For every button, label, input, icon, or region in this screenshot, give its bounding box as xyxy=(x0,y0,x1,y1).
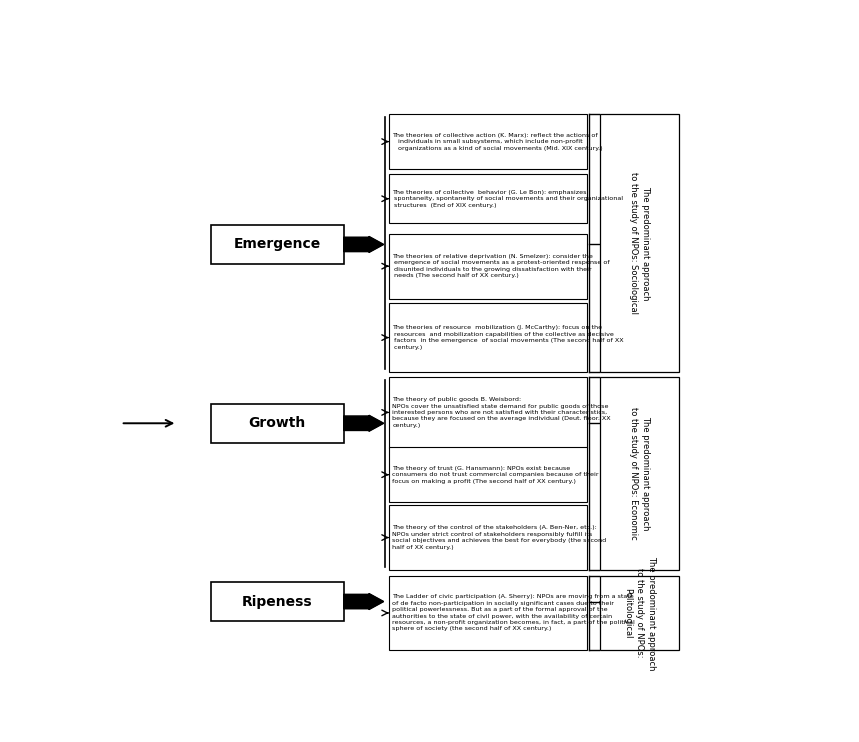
Text: The theories of resource  mobilization (J. McCarthy): focus on the
 resources  a: The theories of resource mobilization (J… xyxy=(393,326,624,349)
Text: The theory of public goods B. Weisbord:
NPOs cover the unsatisfied state demand : The theory of public goods B. Weisbord: … xyxy=(393,397,611,427)
FancyBboxPatch shape xyxy=(389,234,587,299)
FancyBboxPatch shape xyxy=(389,505,587,570)
Text: Emergence: Emergence xyxy=(234,237,320,252)
Text: Growth: Growth xyxy=(248,416,306,430)
FancyBboxPatch shape xyxy=(389,447,587,502)
FancyBboxPatch shape xyxy=(389,114,587,169)
Polygon shape xyxy=(344,237,384,252)
FancyBboxPatch shape xyxy=(600,576,679,650)
FancyBboxPatch shape xyxy=(389,377,587,448)
FancyBboxPatch shape xyxy=(210,225,344,264)
Text: The theory of trust (G. Hansmann): NPOs exist because
consumers do not trust com: The theory of trust (G. Hansmann): NPOs … xyxy=(393,466,599,484)
Polygon shape xyxy=(344,416,384,431)
FancyBboxPatch shape xyxy=(600,377,679,570)
Text: The theories of collective  behavior (G. Le Bon): emphasizes
 spontaneity, spont: The theories of collective behavior (G. … xyxy=(393,190,624,208)
FancyBboxPatch shape xyxy=(210,404,344,443)
FancyBboxPatch shape xyxy=(389,303,587,372)
Text: The predominant approach
to the study of NPOs: Sociological: The predominant approach to the study of… xyxy=(629,172,649,314)
Text: The predominant approach
to the study of NPOs:
Politological: The predominant approach to the study of… xyxy=(623,556,655,670)
Text: Ripeness: Ripeness xyxy=(242,594,313,608)
Text: The theories of collective action (K. Marx): reflect the actions of
   individua: The theories of collective action (K. Ma… xyxy=(393,133,603,151)
FancyBboxPatch shape xyxy=(210,582,344,621)
FancyBboxPatch shape xyxy=(600,114,679,372)
Text: The theory of the control of the stakeholders (A. Ben-Ner, etc.):
NPOs under str: The theory of the control of the stakeho… xyxy=(393,525,606,550)
FancyBboxPatch shape xyxy=(389,174,587,223)
Text: The predominant approach
to the study of NPOs: Economic: The predominant approach to the study of… xyxy=(629,407,649,540)
FancyBboxPatch shape xyxy=(389,576,587,650)
Text: The Ladder of civic participation (A. Sherry): NPOs are moving from a state
of d: The Ladder of civic participation (A. Sh… xyxy=(393,594,635,631)
Polygon shape xyxy=(344,594,384,609)
Text: The theories of relative deprivation (N. Smelzer): consider the
 emergence of so: The theories of relative deprivation (N.… xyxy=(393,254,610,278)
